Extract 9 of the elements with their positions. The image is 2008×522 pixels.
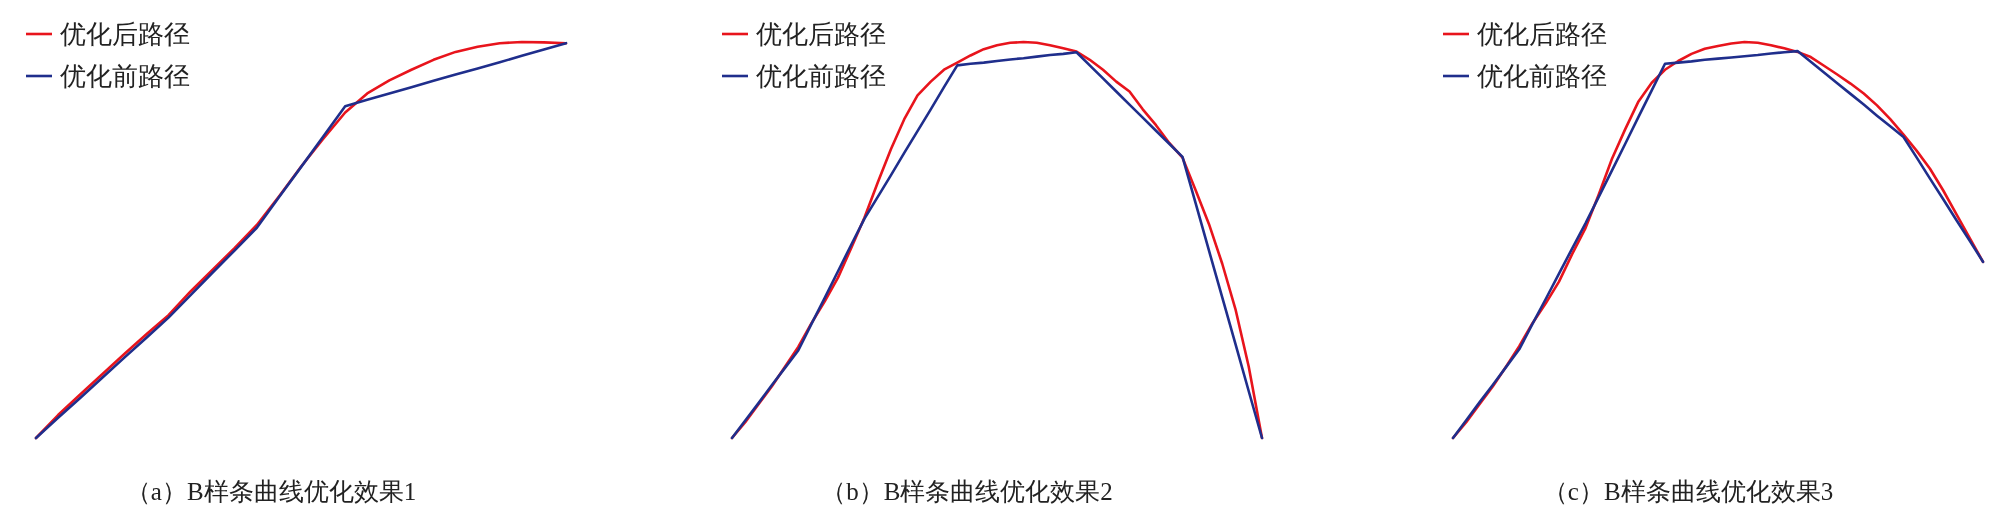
- text: （b）B样条曲线优化效果2: [821, 478, 1113, 505]
- legend-label: 优化前路径: [60, 61, 190, 91]
- text: （a）B样条曲线优化效果1: [125, 478, 417, 505]
- legend-label: 优化后路径: [756, 19, 886, 49]
- legend-label: 优化前路径: [1477, 61, 1607, 91]
- legend-label: 优化后路径: [60, 19, 190, 49]
- text: （c）B样条曲线优化效果3: [1542, 478, 1834, 505]
- legend-label: 优化前路径: [756, 61, 886, 91]
- legend-label: 优化后路径: [1477, 19, 1607, 49]
